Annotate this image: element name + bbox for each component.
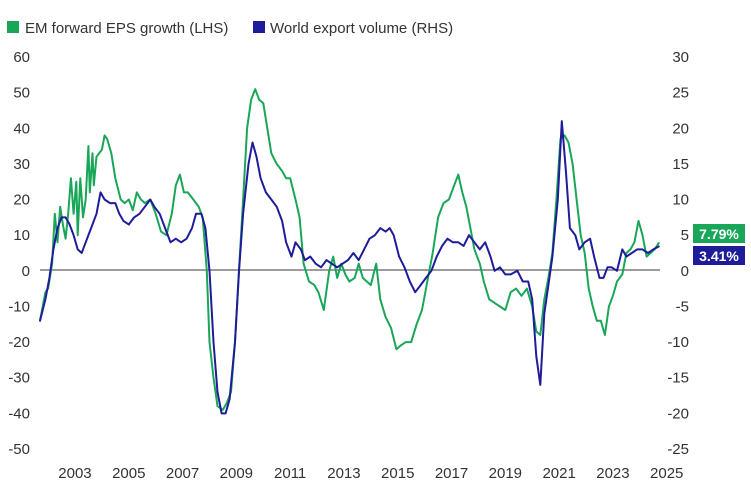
- x-axis-tick-label: 2019: [489, 465, 522, 482]
- legend: EM forward EPS growth (LHS) World export…: [7, 20, 453, 37]
- right-axis-tick-label: -25: [667, 441, 689, 458]
- left-axis-tick-label: 20: [13, 192, 30, 209]
- right-axis-tick-label: -15: [667, 370, 689, 387]
- export-last-value-badge: [693, 246, 745, 265]
- right-axis-tick-label: 20: [672, 120, 689, 137]
- x-axis-tick-label: 2023: [596, 465, 629, 482]
- left-axis-tick-label: 50: [13, 85, 30, 102]
- eps-last-value-badge: [693, 224, 745, 243]
- x-axis-tick-label: 2015: [381, 465, 414, 482]
- right-axis-tick-labels: 30 25 20 15 10 5 0 -5 -10 -15 -20 -25: [667, 49, 689, 458]
- x-axis-tick-label: 2025: [650, 465, 683, 482]
- x-axis-tick-label: 2005: [112, 465, 145, 482]
- left-axis-tick-label: 0: [22, 263, 30, 280]
- x-axis-tick-label: 2011: [274, 465, 306, 482]
- legend-swatch-eps: [7, 21, 19, 33]
- series-layer: [39, 88, 660, 415]
- right-axis-tick-label: -5: [676, 298, 689, 315]
- left-axis-tick-label: 10: [13, 227, 30, 244]
- series-line-eps-growth: [39, 88, 660, 411]
- left-axis-tick-label: 40: [13, 120, 30, 137]
- right-axis-tick-label: 0: [681, 263, 689, 280]
- right-axis-tick-label: 5: [681, 227, 689, 244]
- left-axis-tick-label: -20: [8, 334, 30, 351]
- left-axis-tick-labels: 60 50 40 30 20 10 0 -10 -20 -30 -40 -50: [8, 49, 30, 458]
- left-axis-tick-label: -30: [8, 370, 30, 387]
- legend-label-export: World export volume (RHS): [270, 20, 453, 37]
- x-axis-tick-label: 2013: [327, 465, 360, 482]
- x-axis-tick-label: 2003: [58, 465, 91, 482]
- right-axis-tick-label: 25: [672, 85, 689, 102]
- legend-label-eps: EM forward EPS growth (LHS): [25, 20, 228, 37]
- right-axis-tick-label: -20: [667, 405, 689, 422]
- series-line-export-volume: [39, 120, 660, 415]
- x-axis-tick-labels: 2003 2005 2007 2009 2011 2013 2015 2017 2019 2021…: [58, 465, 683, 482]
- export-last-value-label: 3.41%: [699, 248, 739, 264]
- x-axis-tick-label: 2007: [166, 465, 199, 482]
- last-value-badges: 7.79% 3.41%: [693, 224, 745, 265]
- right-axis-tick-label: 30: [672, 49, 689, 66]
- left-axis-tick-label: -40: [8, 405, 30, 422]
- left-axis-tick-label: -50: [8, 441, 30, 458]
- left-axis-tick-label: 60: [13, 49, 30, 66]
- right-axis-tick-label: -10: [667, 334, 689, 351]
- legend-swatch-export: [253, 21, 265, 33]
- x-axis-tick-label: 2009: [220, 465, 253, 482]
- right-axis-tick-label: 15: [672, 156, 689, 173]
- eps-last-value-label: 7.79%: [699, 226, 739, 242]
- left-axis-tick-label: -10: [8, 298, 30, 315]
- right-axis-tick-label: 10: [672, 192, 689, 209]
- x-axis-tick-label: 2017: [435, 465, 468, 482]
- left-axis-tick-label: 30: [13, 156, 30, 173]
- x-axis-tick-label: 2021: [542, 465, 575, 482]
